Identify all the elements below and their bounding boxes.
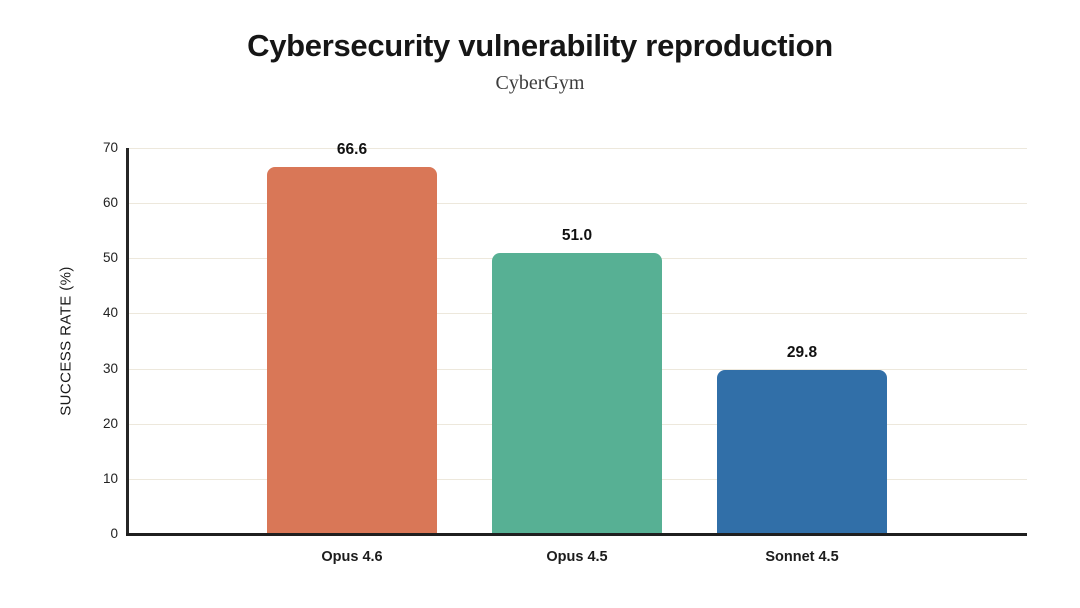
y-tick-label-30: 30 bbox=[102, 360, 118, 376]
y-axis-line bbox=[126, 148, 129, 534]
bar-value-sonnet-4-5: 29.8 bbox=[786, 343, 818, 361]
bar-value-opus-4-6: 66.6 bbox=[336, 140, 368, 158]
y-tick-label-10: 10 bbox=[102, 470, 118, 486]
chart-title: Cybersecurity vulnerability reproduction bbox=[247, 28, 833, 63]
bar-sonnet-4-5 bbox=[717, 369, 887, 534]
y-tick-label-70: 70 bbox=[102, 140, 118, 155]
y-tick-label-60: 60 bbox=[102, 195, 118, 211]
gridline-60 bbox=[127, 203, 1027, 205]
y-tick-label-50: 50 bbox=[102, 250, 118, 266]
plot-area: 66.6 51.0 29.8 bbox=[126, 141, 1027, 536]
y-tick-label-20: 20 bbox=[102, 415, 118, 431]
bar-opus-4-5 bbox=[492, 252, 662, 534]
x-axis-line bbox=[126, 533, 1027, 536]
y-tick-label-0: 0 bbox=[110, 526, 118, 541]
chart-subtitle: CyberGym bbox=[495, 72, 585, 94]
x-tick-label-opus-4-6: Opus 4.6 bbox=[321, 549, 383, 565]
y-tick-label-40: 40 bbox=[102, 305, 118, 321]
x-tick-label-opus-4-5: Opus 4.5 bbox=[546, 549, 608, 565]
bar-opus-4-6 bbox=[267, 166, 437, 534]
x-tick-label-sonnet-4-5: Sonnet 4.5 bbox=[765, 549, 839, 565]
gridline-70 bbox=[127, 148, 1027, 149]
y-axis-title: SUCCESS RATE (%) bbox=[57, 266, 75, 416]
bar-value-opus-4-5: 51.0 bbox=[561, 226, 593, 244]
